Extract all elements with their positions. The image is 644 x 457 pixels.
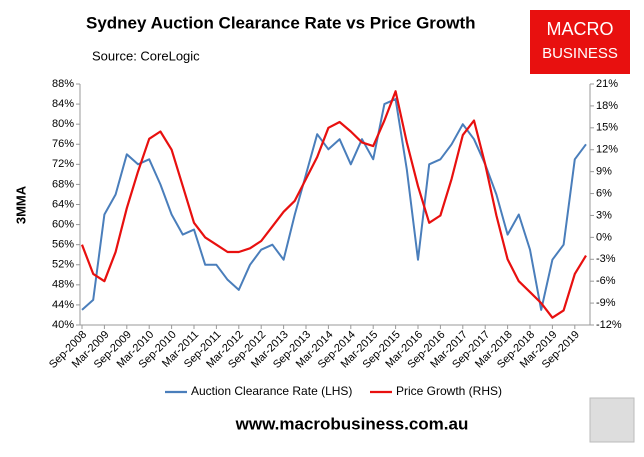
y-tick-label: 56% (52, 239, 74, 251)
y-tick-label: 80% (52, 118, 74, 130)
logo-text: MACRO (547, 19, 614, 39)
logo-box (530, 10, 630, 74)
y2-tick-label: -3% (596, 253, 616, 265)
y2-tick-label: -9% (596, 297, 616, 309)
y2-tick-label: -6% (596, 275, 616, 287)
logo-image (589, 397, 635, 443)
y-tick-label: 88% (52, 78, 74, 90)
y-tick-label: 64% (52, 198, 74, 210)
y2-tick-label: -12% (596, 319, 622, 331)
y2-tick-label: 9% (596, 166, 612, 178)
y2-tick-label: 15% (596, 122, 618, 134)
y2-tick-label: 0% (596, 231, 612, 243)
y-tick-label: 84% (52, 98, 74, 110)
chart-title: Sydney Auction Clearance Rate vs Price G… (86, 13, 476, 32)
y-tick-label: 60% (52, 218, 74, 230)
legend-label: Auction Clearance Rate (LHS) (191, 384, 352, 398)
y2-tick-label: 18% (596, 100, 618, 112)
y-tick-label: 40% (52, 319, 74, 331)
y2-tick-label: 3% (596, 209, 612, 221)
legend-label: Price Growth (RHS) (396, 384, 502, 398)
y-axis-label: 3MMA (13, 185, 28, 224)
y-tick-label: 48% (52, 279, 74, 291)
y2-tick-label: 21% (596, 78, 618, 90)
source: Source: CoreLogic (92, 48, 200, 63)
y-tick-label: 44% (52, 299, 74, 311)
y-tick-label: 76% (52, 138, 74, 150)
series-line (81, 98, 587, 311)
y-tick-label: 52% (52, 259, 74, 271)
logo-text: BUSINESS (542, 45, 618, 62)
y-tick-label: 72% (52, 158, 74, 170)
y2-tick-label: 6% (596, 187, 612, 199)
website: www.macrobusiness.com.au (235, 414, 469, 433)
y2-tick-label: 12% (596, 144, 618, 156)
y-tick-label: 68% (52, 178, 74, 190)
series-line (80, 90, 587, 319)
